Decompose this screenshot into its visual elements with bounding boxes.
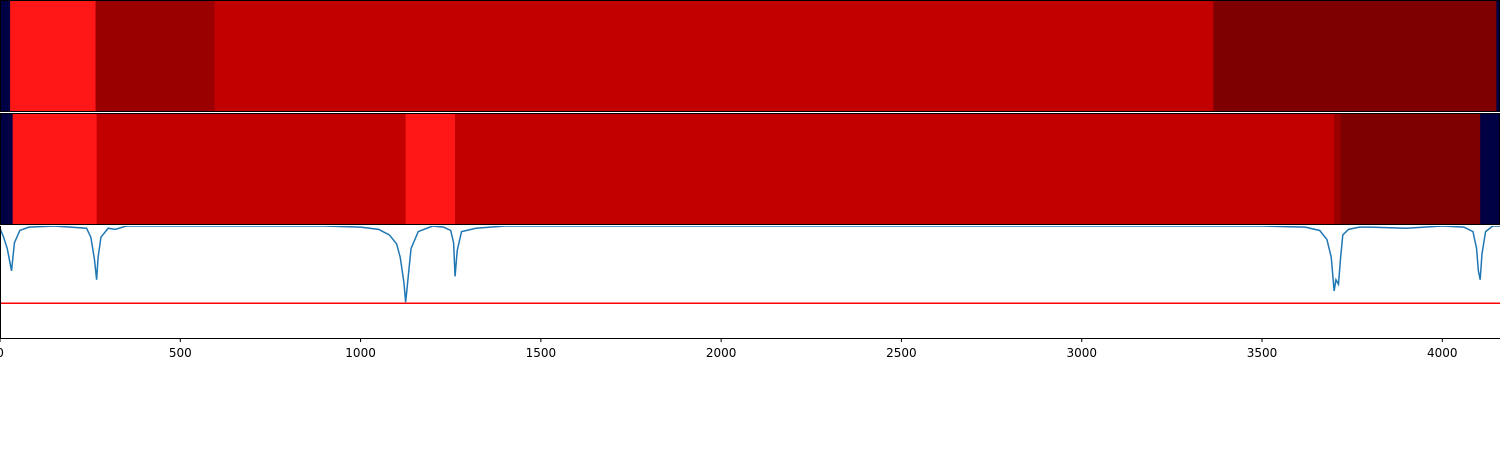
heatmap-top-cell-2 <box>95 0 216 112</box>
heatmap-middle-cell-5 <box>1334 113 1342 225</box>
heatmap-top-cell-1 <box>10 0 97 112</box>
x-tick-label: 4000 <box>1427 346 1458 360</box>
heatmap-top-cell-4 <box>1213 0 1497 112</box>
x-tick-label: 500 <box>169 346 192 360</box>
line-plot-panel <box>0 226 1500 339</box>
x-tick-label: 2000 <box>706 346 737 360</box>
x-tick-label: 1500 <box>526 346 557 360</box>
heatmap-middle-cell-0 <box>0 113 14 225</box>
x-axis: 0 500 1000 1500 2000 2500 3000 3500 4000 <box>0 338 1458 360</box>
heatmap-middle-cell-4 <box>455 113 1335 225</box>
heatmap-strip-top <box>0 0 1500 112</box>
heatmap-top-cell-3 <box>214 0 1214 112</box>
heatmap-middle-cell-2 <box>96 113 407 225</box>
line-plot-background <box>0 226 1500 338</box>
x-tick-label: 3000 <box>1066 346 1097 360</box>
heatmap-middle-cell-3 <box>405 113 456 225</box>
x-tick-label: 1000 <box>345 346 376 360</box>
heatmap-top-cell-5 <box>1496 0 1500 112</box>
x-tick-label: 0 <box>0 346 4 360</box>
heatmap-middle-cell-1 <box>12 113 98 225</box>
similarity-series-line <box>0 226 1500 303</box>
heatmap-strip-middle <box>0 112 1500 225</box>
heatmap-top-cell-0 <box>0 0 11 112</box>
heatmap-middle-cell-7 <box>1480 113 1500 225</box>
x-tick-label: 2500 <box>886 346 917 360</box>
heatmap-middle-cell-6 <box>1340 113 1481 225</box>
x-tick-label: 3500 <box>1247 346 1278 360</box>
